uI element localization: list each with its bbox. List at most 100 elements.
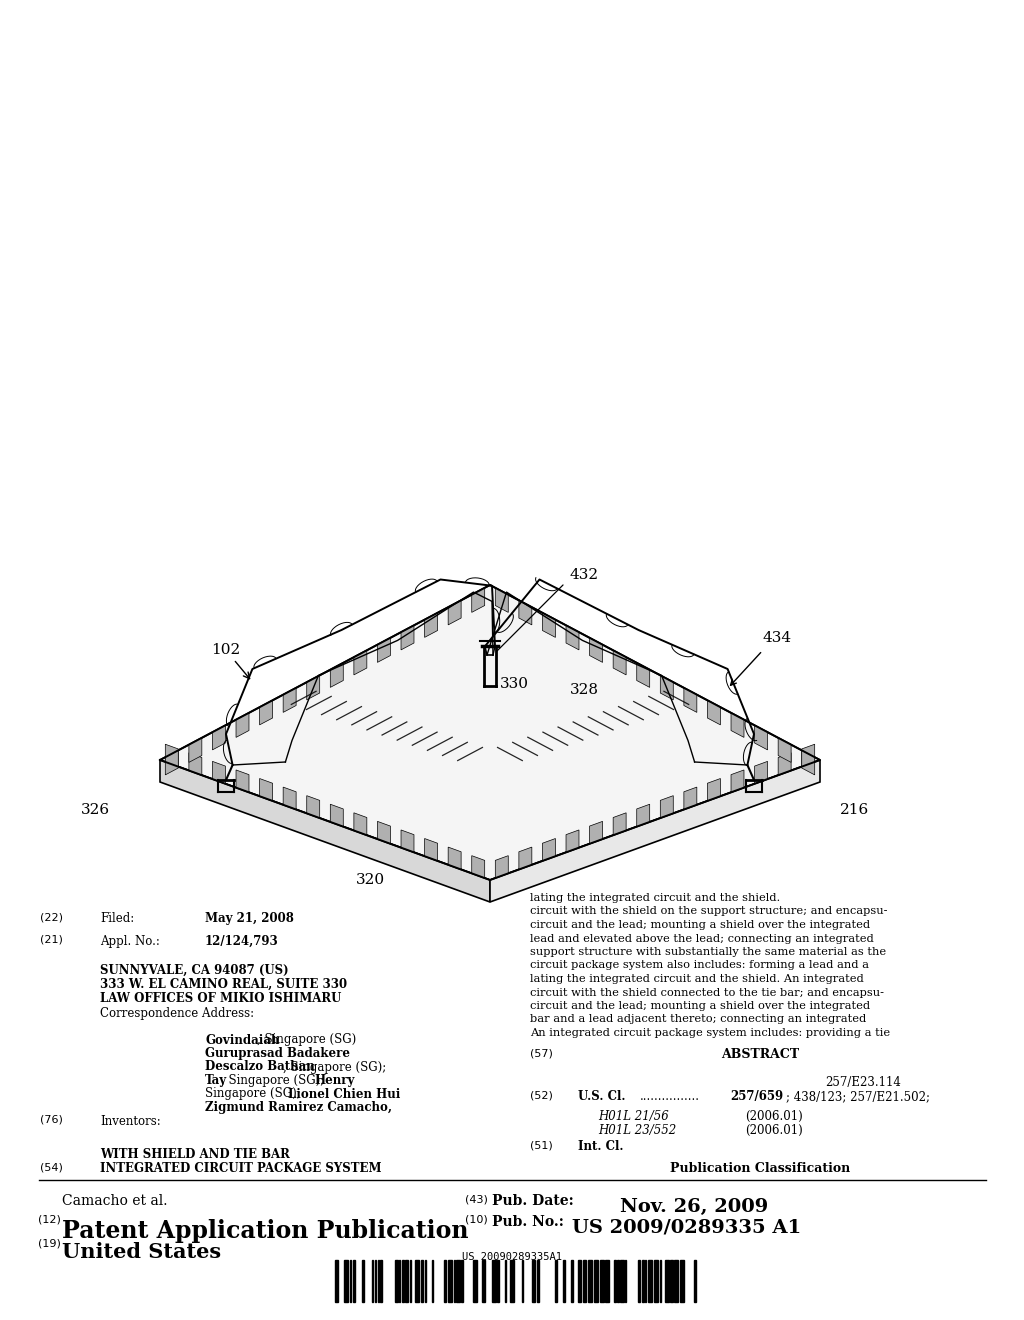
Text: 257/659: 257/659 — [730, 1090, 783, 1104]
Text: (10): (10) — [465, 1214, 487, 1225]
Polygon shape — [637, 663, 649, 688]
Polygon shape — [354, 813, 367, 836]
Polygon shape — [755, 725, 768, 750]
Text: , Singapore (SG);: , Singapore (SG); — [220, 1074, 328, 1086]
Polygon shape — [496, 587, 508, 612]
Bar — [473, 1261, 477, 1302]
Bar — [421, 1261, 423, 1302]
Polygon shape — [778, 738, 792, 763]
Text: Camacho et al.: Camacho et al. — [62, 1195, 168, 1208]
Text: (19): (19) — [38, 1238, 60, 1247]
Bar — [694, 1261, 696, 1302]
Text: (57): (57) — [530, 1048, 553, 1059]
Text: 12/124,793: 12/124,793 — [205, 935, 279, 948]
Polygon shape — [637, 804, 649, 826]
Text: Lionel Chien Hui: Lionel Chien Hui — [288, 1088, 400, 1101]
Polygon shape — [519, 847, 531, 870]
Text: lead and elevated above the lead; connecting an integrated: lead and elevated above the lead; connec… — [530, 933, 873, 944]
Polygon shape — [802, 750, 815, 775]
Text: 330: 330 — [500, 677, 529, 690]
Bar — [571, 1261, 573, 1302]
Polygon shape — [284, 688, 296, 713]
Text: (76): (76) — [40, 1115, 62, 1125]
Text: Pub. No.:: Pub. No.: — [492, 1214, 564, 1229]
Polygon shape — [543, 612, 555, 638]
Text: (51): (51) — [530, 1140, 553, 1150]
Text: INTEGRATED CIRCUIT PACKAGE SYSTEM: INTEGRATED CIRCUIT PACKAGE SYSTEM — [100, 1162, 382, 1175]
Polygon shape — [449, 601, 461, 624]
Bar — [395, 1261, 398, 1302]
Bar — [461, 1261, 463, 1302]
Polygon shape — [613, 651, 626, 675]
Bar — [510, 1261, 514, 1302]
Text: bar and a lead adjacent thereto; connecting an integrated: bar and a lead adjacent thereto; connect… — [530, 1015, 866, 1024]
Text: 432: 432 — [570, 568, 599, 582]
Text: 216: 216 — [840, 803, 869, 817]
Text: ABSTRACT: ABSTRACT — [721, 1048, 799, 1061]
Polygon shape — [160, 760, 490, 902]
Polygon shape — [378, 638, 390, 663]
Text: 102: 102 — [211, 643, 250, 678]
Bar — [665, 1261, 669, 1302]
Text: lating the integrated circuit and the shield. An integrated: lating the integrated circuit and the sh… — [530, 974, 864, 983]
Text: 434: 434 — [763, 631, 792, 645]
Bar — [563, 1261, 565, 1302]
Bar — [532, 1261, 535, 1302]
Text: (2006.01): (2006.01) — [745, 1125, 803, 1137]
Polygon shape — [660, 796, 673, 818]
Text: Guruprasad Badakere: Guruprasad Badakere — [205, 1047, 350, 1060]
Bar — [594, 1261, 598, 1302]
Text: Publication Classification: Publication Classification — [670, 1162, 850, 1175]
Text: U.S. Cl.: U.S. Cl. — [578, 1090, 626, 1104]
Bar — [497, 1261, 499, 1302]
Text: lating the integrated circuit and the shield.: lating the integrated circuit and the sh… — [530, 894, 780, 903]
Text: 333 W. EL CAMINO REAL, SUITE 330: 333 W. EL CAMINO REAL, SUITE 330 — [100, 978, 347, 991]
Text: circuit and the lead; mounting a shield over the integrated: circuit and the lead; mounting a shield … — [530, 920, 870, 931]
Text: 328: 328 — [570, 682, 599, 697]
Polygon shape — [802, 744, 815, 767]
Text: (21): (21) — [40, 935, 62, 945]
Polygon shape — [755, 762, 768, 784]
Polygon shape — [236, 770, 249, 792]
Text: 326: 326 — [81, 803, 110, 817]
Text: 257/E23.114: 257/E23.114 — [825, 1076, 901, 1089]
Text: Govindaiah: Govindaiah — [205, 1034, 280, 1047]
Polygon shape — [160, 585, 820, 880]
Polygon shape — [212, 725, 225, 750]
Text: (54): (54) — [40, 1162, 62, 1172]
Polygon shape — [354, 651, 367, 675]
Bar — [674, 1261, 678, 1302]
Bar — [605, 1261, 609, 1302]
Text: Henry: Henry — [314, 1074, 354, 1086]
Polygon shape — [307, 796, 319, 818]
Polygon shape — [236, 713, 249, 738]
Bar — [380, 1261, 382, 1302]
Bar — [482, 1261, 485, 1302]
Polygon shape — [472, 587, 484, 612]
Polygon shape — [590, 638, 602, 663]
Polygon shape — [401, 626, 414, 649]
Polygon shape — [496, 855, 508, 878]
Bar — [449, 1261, 452, 1302]
Text: Pub. Date:: Pub. Date: — [492, 1195, 573, 1208]
Polygon shape — [708, 701, 721, 725]
Polygon shape — [188, 752, 202, 775]
Bar — [578, 1261, 581, 1302]
Polygon shape — [684, 787, 697, 809]
Text: Appl. No.:: Appl. No.: — [100, 935, 160, 948]
Bar — [406, 1261, 408, 1302]
Polygon shape — [307, 676, 319, 700]
Polygon shape — [260, 779, 272, 801]
Polygon shape — [566, 626, 579, 649]
Polygon shape — [188, 738, 202, 763]
Text: Inventors:: Inventors: — [100, 1115, 161, 1129]
Bar — [600, 1261, 604, 1302]
Text: circuit and the lead; mounting a shield over the integrated: circuit and the lead; mounting a shield … — [530, 1001, 870, 1011]
Bar — [638, 1261, 640, 1302]
Text: circuit with the shield connected to the tie bar; and encapsu-: circuit with the shield connected to the… — [530, 987, 884, 998]
Bar — [648, 1261, 652, 1302]
Polygon shape — [684, 688, 697, 713]
Text: Correspondence Address:: Correspondence Address: — [100, 1007, 254, 1020]
Text: Int. Cl.: Int. Cl. — [578, 1140, 624, 1152]
Bar — [353, 1261, 355, 1302]
